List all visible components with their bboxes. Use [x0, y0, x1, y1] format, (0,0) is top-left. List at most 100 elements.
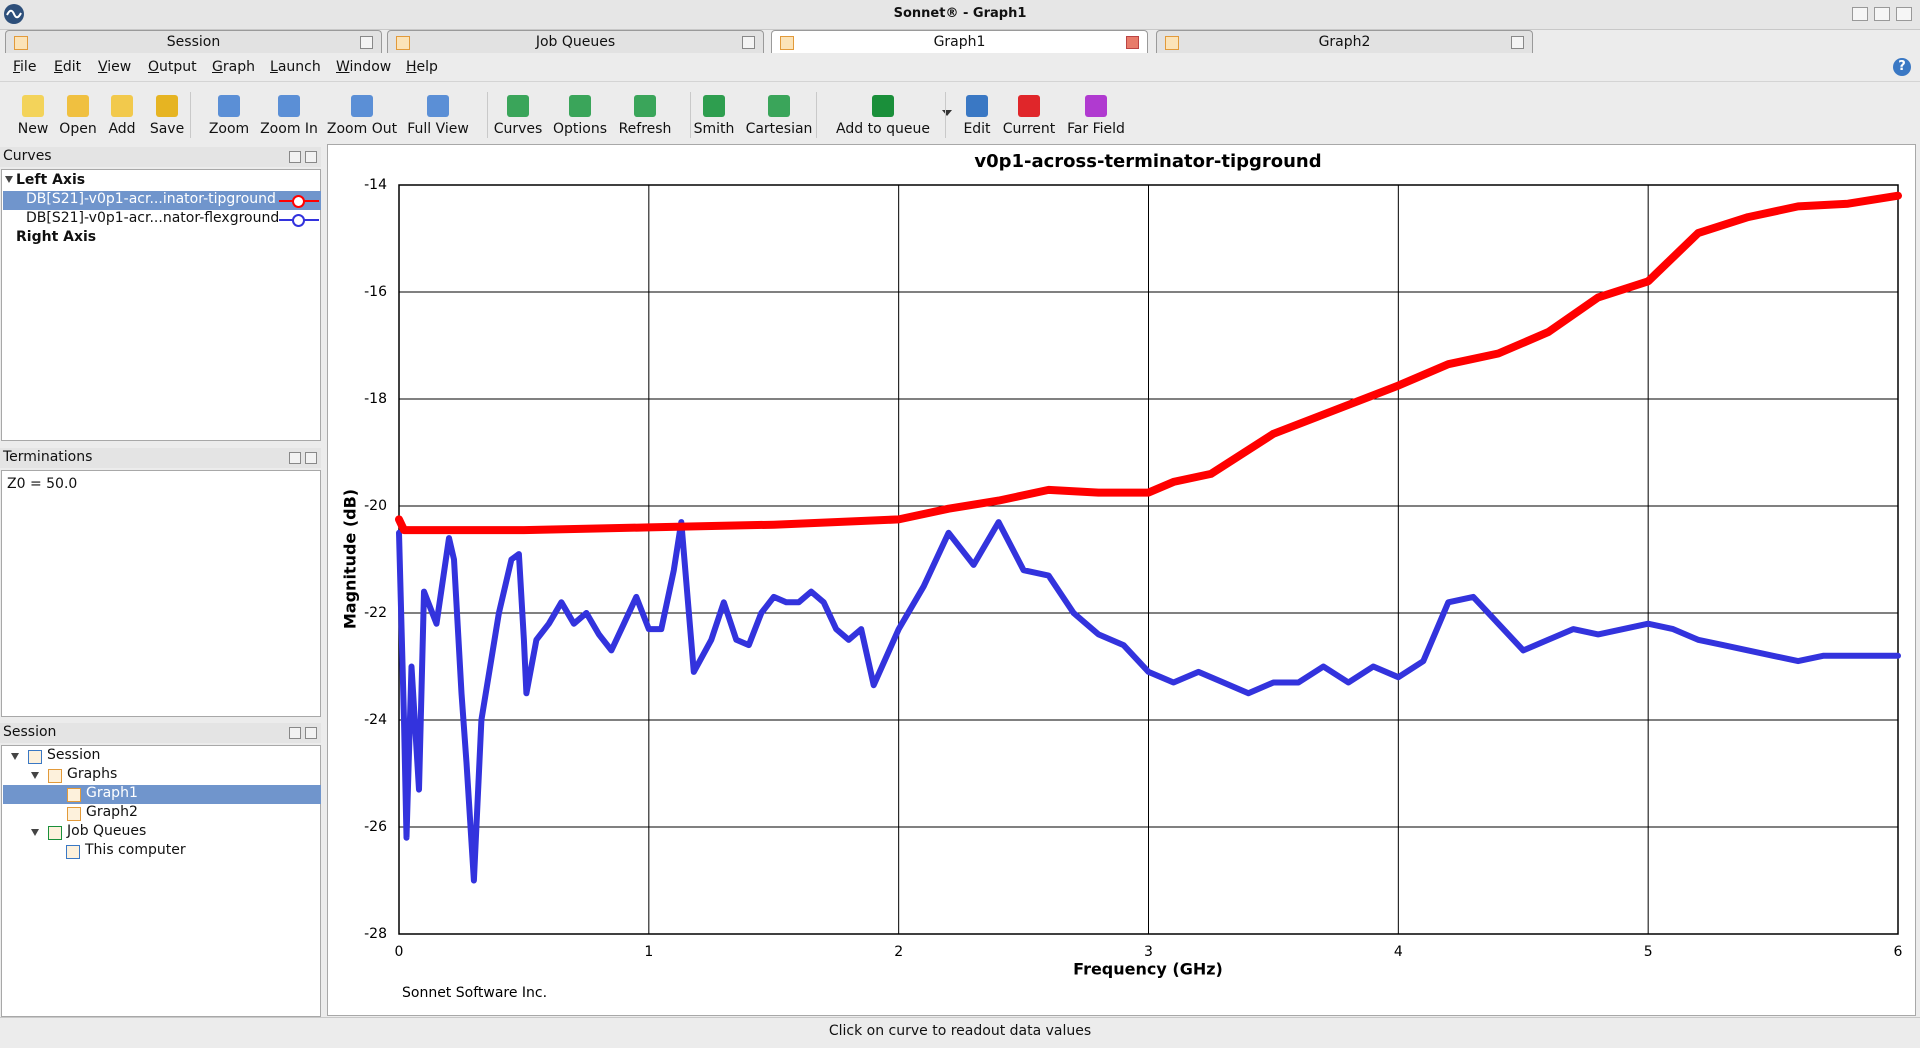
tree-icon — [48, 826, 62, 840]
minimize-button[interactable] — [1852, 7, 1868, 21]
toolbar-icon[interactable] — [768, 95, 790, 117]
footer-text: Sonnet Software Inc. — [402, 985, 547, 1001]
float-button[interactable] — [289, 151, 301, 163]
tree-icon — [67, 788, 81, 802]
tree-row[interactable]: This computer — [3, 842, 321, 861]
toolbar-button[interactable]: Zoom In — [260, 121, 318, 137]
tab-close[interactable] — [742, 36, 755, 49]
tree-label: Graph2 — [86, 804, 138, 820]
tree-icon — [48, 769, 62, 783]
close-panel-button[interactable] — [305, 151, 317, 163]
help-icon[interactable]: ? — [1893, 58, 1911, 76]
tab[interactable]: Graph1 — [771, 30, 1148, 53]
x-tick-label: 0 — [395, 944, 404, 960]
dropdown-arrow[interactable] — [942, 110, 952, 116]
close-button[interactable] — [1896, 7, 1912, 21]
toolbar-button[interactable]: Current — [1002, 121, 1056, 137]
toolbar-separator — [945, 92, 946, 138]
expand-arrow[interactable] — [11, 753, 19, 760]
toolbar-button[interactable]: Full View — [407, 121, 469, 137]
tab[interactable]: Session — [5, 30, 382, 53]
toolbar-button[interactable]: Curves — [493, 121, 543, 137]
x-tick-label: 3 — [1144, 944, 1153, 960]
toolbar-icon[interactable] — [507, 95, 529, 117]
title-bar: Sonnet® - Graph1 — [0, 0, 1920, 30]
toolbar-icon[interactable] — [111, 95, 133, 117]
toolbar-icon[interactable] — [872, 95, 894, 117]
menu-item[interactable]: Help — [406, 59, 438, 75]
toolbar-icon[interactable] — [67, 95, 89, 117]
close-panel-button[interactable] — [305, 452, 317, 464]
toolbar-button[interactable]: Save — [149, 121, 185, 137]
tab-close[interactable] — [1511, 36, 1524, 49]
expand-arrow[interactable] — [5, 176, 13, 183]
y-tick-label: -14 — [364, 177, 387, 193]
toolbar-button[interactable]: Zoom Out — [326, 121, 398, 137]
tab-close[interactable] — [360, 36, 373, 49]
tree-label: Right Axis — [16, 229, 97, 245]
tree-row[interactable]: Session — [3, 747, 321, 766]
toolbar-button[interactable]: Far Field — [1067, 121, 1125, 137]
toolbar-icon[interactable] — [966, 95, 988, 117]
menu-item[interactable]: Window — [336, 59, 392, 75]
toolbar-icon[interactable] — [703, 95, 725, 117]
toolbar-icon[interactable] — [22, 95, 44, 117]
toolbar-icon[interactable] — [351, 95, 373, 117]
y-tick-label: -20 — [364, 498, 387, 514]
toolbar-button[interactable]: Smith — [693, 121, 735, 137]
toolbar-icon[interactable] — [1085, 95, 1107, 117]
close-panel-button[interactable] — [305, 727, 317, 739]
float-button[interactable] — [289, 452, 301, 464]
x-tick-label: 5 — [1644, 944, 1653, 960]
tab[interactable]: Graph2 — [1156, 30, 1533, 53]
panel-title: Terminations — [3, 449, 93, 465]
toolbar-icon[interactable] — [218, 95, 240, 117]
toolbar-button[interactable]: Edit — [963, 121, 991, 137]
menu-item[interactable]: Edit — [54, 59, 82, 75]
menu-item[interactable]: View — [98, 59, 132, 75]
x-tick-label: 1 — [644, 944, 653, 960]
toolbar-button[interactable]: Add — [108, 121, 136, 137]
panel-title: Session — [3, 724, 57, 740]
tree-icon — [66, 845, 80, 859]
y-tick-label: -26 — [364, 819, 387, 835]
float-button[interactable] — [289, 727, 301, 739]
maximize-button[interactable] — [1874, 7, 1890, 21]
toolbar-button[interactable]: Options — [552, 121, 608, 137]
toolbar-icon[interactable] — [156, 95, 178, 117]
tree-row[interactable]: Job Queues — [3, 823, 321, 842]
curve-row[interactable]: DB[S21]-v0p1-acr...inator-tipground — [3, 191, 321, 210]
menu-item[interactable]: File — [13, 59, 37, 75]
menu-item[interactable]: Graph — [212, 59, 255, 75]
tree-label: Session — [47, 747, 101, 763]
toolbar-button[interactable]: Add to queue — [836, 121, 930, 137]
status-bar: Click on curve to readout data values — [0, 1017, 1920, 1048]
toolbar-icon[interactable] — [278, 95, 300, 117]
expand-arrow[interactable] — [31, 772, 39, 779]
y-tick-label: -22 — [364, 605, 387, 621]
tree-row[interactable]: Graph1 — [3, 785, 321, 804]
tree-row[interactable]: Graphs — [3, 766, 321, 785]
toolbar-button[interactable]: Zoom — [208, 121, 250, 137]
toolbar-button[interactable]: Cartesian — [745, 121, 813, 137]
expand-arrow[interactable] — [31, 829, 39, 836]
graph-area: v0p1-across-terminator-tipground Frequen… — [327, 144, 1916, 1016]
tree-row[interactable]: Graph2 — [3, 804, 321, 823]
toolbar-icon[interactable] — [569, 95, 591, 117]
curve-row[interactable]: DB[S21]-v0p1-acr...nator-flexground — [3, 210, 321, 229]
toolbar-separator — [690, 92, 691, 138]
toolbar-icon[interactable] — [634, 95, 656, 117]
tab-close[interactable] — [1126, 36, 1139, 49]
legend-label: DB[S21]-v0p1-acr...inator-tipground — [26, 191, 276, 207]
toolbar-icon[interactable] — [427, 95, 449, 117]
toolbar-button[interactable]: New — [17, 121, 49, 137]
y-tick-label: -18 — [364, 391, 387, 407]
toolbar-button[interactable]: Refresh — [618, 121, 672, 137]
x-tick-label: 4 — [1394, 944, 1403, 960]
tab[interactable]: Job Queues — [387, 30, 764, 53]
toolbar-button[interactable]: Open — [59, 121, 97, 137]
toolbar-icon[interactable] — [1018, 95, 1040, 117]
status-text: Click on curve to readout data values — [828, 1023, 1092, 1039]
menu-item[interactable]: Output — [148, 59, 197, 75]
menu-item[interactable]: Launch — [270, 59, 321, 75]
